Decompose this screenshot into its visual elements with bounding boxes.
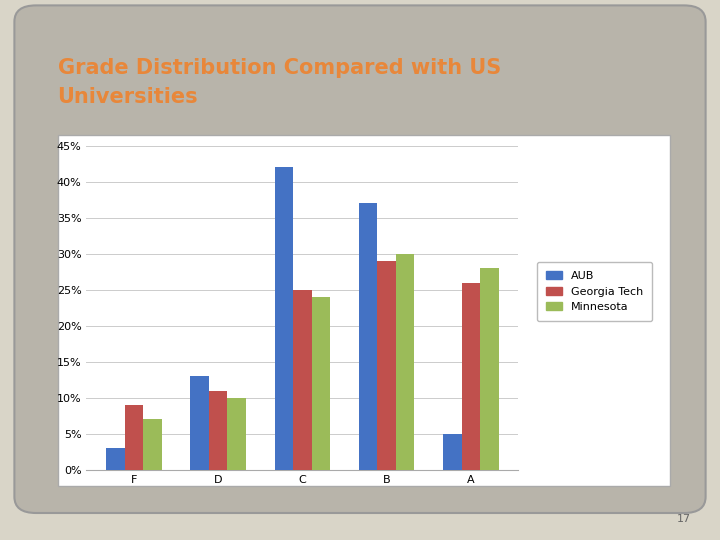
- Bar: [228, 398, 246, 470]
- Bar: [293, 290, 312, 470]
- Text: 17: 17: [677, 514, 691, 524]
- Bar: [377, 261, 396, 470]
- Bar: [312, 297, 330, 470]
- Bar: [443, 434, 462, 470]
- Text: Grade Distribution Compared with US: Grade Distribution Compared with US: [58, 57, 501, 78]
- Bar: [396, 254, 415, 470]
- Legend: AUB, Georgia Tech, Minnesota: AUB, Georgia Tech, Minnesota: [537, 262, 652, 321]
- Bar: [106, 448, 125, 470]
- Bar: [462, 282, 480, 470]
- Bar: [143, 420, 162, 470]
- Bar: [274, 167, 293, 470]
- Bar: [480, 268, 499, 470]
- Bar: [359, 204, 377, 470]
- Text: Universities: Universities: [58, 87, 198, 107]
- Bar: [125, 405, 143, 470]
- Bar: [209, 390, 228, 470]
- Bar: [190, 376, 209, 470]
